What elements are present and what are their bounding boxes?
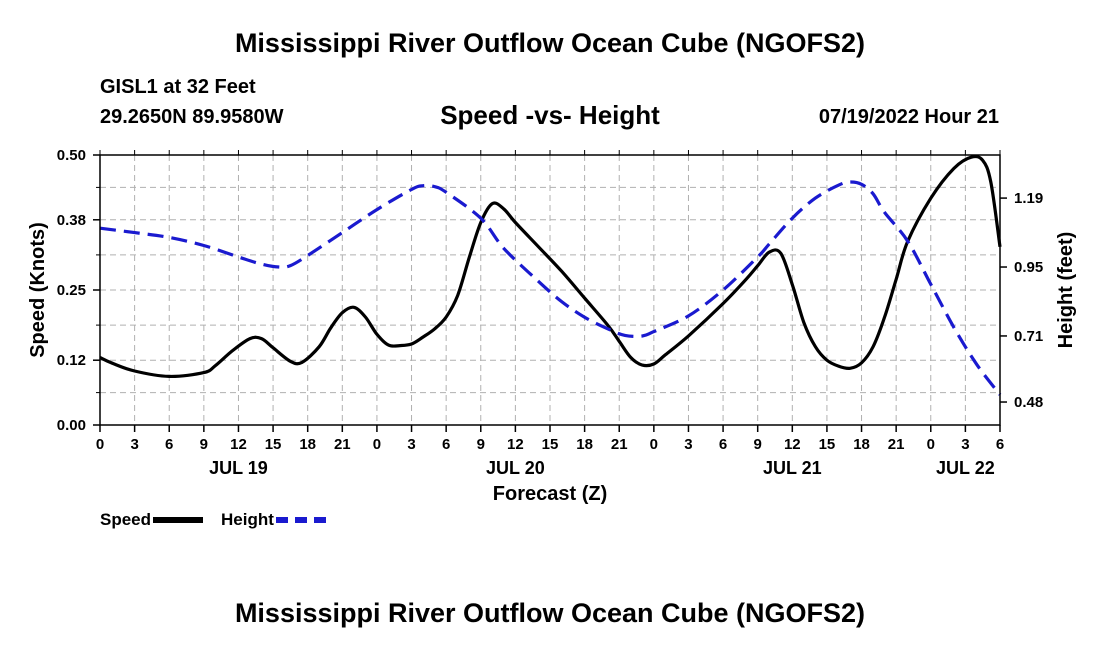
grid <box>100 155 1000 425</box>
x-tick-label: 6 <box>719 436 727 453</box>
x-tick-label: 15 <box>265 436 282 453</box>
x-day-label: JUL 19 <box>209 458 268 478</box>
x-tick-label: 21 <box>888 436 905 453</box>
legend-label-speed: Speed <box>100 510 152 529</box>
x-axis-label: Forecast (Z) <box>493 483 607 505</box>
y-axis-label-right: Height (feet) <box>1055 232 1077 349</box>
x-tick-label: 0 <box>96 436 104 453</box>
footer-title: Mississippi River Outflow Ocean Cube (NG… <box>234 598 866 628</box>
x-tick-label: 6 <box>442 436 450 453</box>
y-axis-label-left: Speed (Knots) <box>27 222 49 358</box>
legend-label-height: Height <box>221 510 274 529</box>
x-tick-label: 12 <box>784 436 801 453</box>
x-day-label: JUL 21 <box>763 458 822 478</box>
chart-subtitle: Speed -vs- Height <box>440 100 660 130</box>
y-tick-label-right: 0.48 <box>1014 394 1043 411</box>
y-tick-label-right: 0.71 <box>1014 328 1043 345</box>
x-day-label: JUL 20 <box>486 458 545 478</box>
x-tick-label: 0 <box>927 436 935 453</box>
y-tick-label-left: 0.50 <box>57 147 86 164</box>
legend-item-speed: Speed <box>100 510 204 530</box>
x-tick-label: 18 <box>853 436 870 453</box>
legend-item-height: Height <box>221 510 326 530</box>
x-tick-label: 6 <box>996 436 1004 453</box>
x-tick-label: 21 <box>611 436 628 453</box>
x-tick-label: 15 <box>819 436 836 453</box>
x-tick-label: 3 <box>407 436 415 453</box>
x-tick-label: 18 <box>299 436 316 453</box>
x-tick-label: 18 <box>576 436 593 453</box>
x-tick-label: 3 <box>961 436 969 453</box>
x-tick-label: 9 <box>200 436 208 453</box>
tick-labels: 0 3 6 9 12 15 18 21 0 3 6 9 12 15 18 21 0 3 6 9 12 15 18 21 0 3 6J… <box>57 147 1043 478</box>
x-tick-label: 3 <box>130 436 138 453</box>
series-line-height <box>99 180 1002 396</box>
x-tick-label: 12 <box>507 436 524 453</box>
series-line-speed <box>99 154 1002 379</box>
x-day-label: JUL 22 <box>936 458 995 478</box>
x-tick-label: 3 <box>684 436 692 453</box>
chart-title: Mississippi River Outflow Ocean Cube (NG… <box>234 28 866 58</box>
y-tick-label-right: 0.95 <box>1014 259 1043 276</box>
x-tick-label: 9 <box>754 436 762 453</box>
x-tick-label: 0 <box>373 436 381 453</box>
y-tick-label-right: 1.19 <box>1014 190 1043 207</box>
y-tick-label-left: 0.25 <box>57 282 86 299</box>
series-layer <box>99 154 1002 396</box>
legend-swatch-height <box>275 517 326 523</box>
x-tick-label: 12 <box>230 436 247 453</box>
ticks <box>93 150 1007 432</box>
forecast-datetime: 07/19/2022 Hour 21 <box>818 106 999 128</box>
y-tick-label-left: 0.12 <box>57 352 86 369</box>
x-tick-label: 9 <box>477 436 485 453</box>
x-tick-label: 6 <box>165 436 173 453</box>
station-label: GISL1 at 32 Feet <box>100 76 256 98</box>
station-coordinates: 29.2650N 89.9580W <box>100 106 284 128</box>
x-tick-label: 15 <box>542 436 559 453</box>
y-tick-label-left: 0.38 <box>57 212 86 229</box>
legend: Speed Height <box>100 510 344 530</box>
x-tick-label: 21 <box>334 436 351 453</box>
x-tick-label: 0 <box>650 436 658 453</box>
legend-swatch-speed <box>153 517 204 523</box>
y-tick-label-left: 0.00 <box>57 417 86 434</box>
